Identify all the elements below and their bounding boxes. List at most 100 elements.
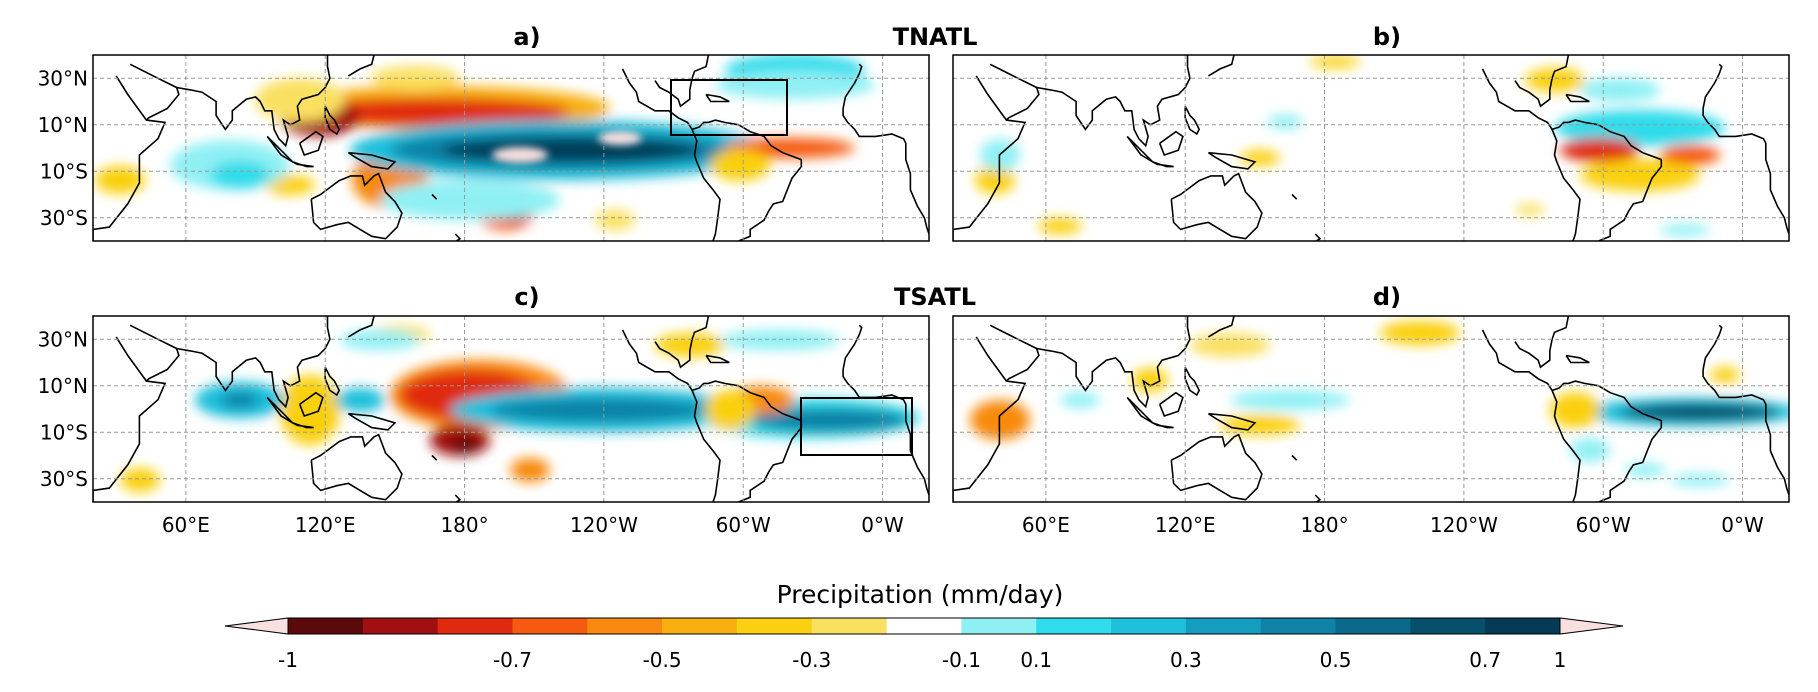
coastline — [1565, 354, 1590, 364]
colorbar-tick-label: -1 — [278, 648, 298, 672]
coastline — [1481, 68, 1663, 241]
longitude-tick-label: 180° — [1300, 513, 1348, 537]
coastline — [1551, 390, 1581, 502]
coastline — [347, 55, 375, 77]
colorbar-cell — [288, 618, 364, 634]
coastline — [292, 422, 314, 429]
coastline — [1158, 391, 1184, 418]
panel-b-coastlines — [953, 55, 1789, 241]
row-title-tsatl: TSATL — [894, 283, 976, 311]
coastline — [266, 135, 294, 163]
panel-d-coastlines — [953, 316, 1789, 502]
colorbar: Precipitation (mm/day) -1 -0.7 -0.5 -0.3 -0.… — [224, 580, 1624, 672]
panel-b-anomaly-field — [953, 55, 1789, 241]
coastline — [292, 161, 314, 168]
panel-c-anomaly-field — [93, 316, 929, 502]
coastline — [1152, 422, 1174, 429]
coastline — [621, 329, 803, 502]
coastline — [1207, 316, 1235, 338]
row-title-tnatl: TNATL — [893, 23, 978, 51]
colorbar-cell — [961, 618, 1037, 634]
coastline — [347, 316, 375, 338]
latitude-tick-label: 10°N — [38, 374, 88, 398]
coastline — [691, 129, 721, 241]
longitude-tick-label: 120°E — [1155, 513, 1216, 537]
longitude-tick-label: 60°E — [1022, 513, 1070, 537]
colorbar-tick-label: -0.1 — [942, 648, 981, 672]
coastline — [705, 93, 730, 103]
colorbar-tick-labels: -1 -0.7 -0.5 -0.3 -0.1 0.1 0.3 0.5 0.7 1 — [278, 648, 1566, 672]
colorbar-cell — [587, 618, 663, 634]
coastline — [1702, 324, 1789, 496]
coastline — [1207, 151, 1257, 170]
colorbar-tick-label: 0.1 — [1020, 648, 1052, 672]
coastline — [1314, 494, 1322, 502]
coastline — [310, 172, 403, 240]
panel-label-c: c) — [514, 283, 539, 311]
panel-c-gridlines — [93, 316, 929, 502]
coastline — [176, 55, 331, 148]
coastline — [347, 151, 397, 170]
longitude-tick-label: 60°E — [162, 513, 210, 537]
colorbar-cell — [811, 618, 888, 634]
latitude-tick-label: 30°S — [40, 467, 88, 491]
coastline — [324, 105, 341, 136]
coastline — [298, 130, 324, 157]
coastline — [1170, 433, 1263, 501]
colorbar-cell — [437, 618, 513, 634]
colorbar-tick-label: -0.7 — [493, 648, 532, 672]
colorbar-over-extension — [1559, 617, 1624, 635]
coastline — [266, 396, 294, 424]
coastline — [431, 454, 438, 461]
coastline — [1291, 454, 1298, 461]
colorbar-title: Precipitation (mm/day) — [777, 580, 1064, 609]
colorbar-cell — [1485, 618, 1561, 634]
coastline — [310, 433, 403, 501]
panel-d-map — [952, 315, 1790, 503]
colorbar-tick-label: 0.7 — [1469, 648, 1501, 672]
panel-a-gridlines — [93, 55, 929, 241]
panel-d-anomaly-field — [953, 316, 1789, 502]
coastline — [1170, 172, 1263, 240]
panel-label-d: d) — [1373, 283, 1401, 311]
colorbar-cell — [886, 618, 962, 634]
panel-b-map — [952, 54, 1790, 242]
longitude-tick-label: 60°W — [1576, 513, 1631, 537]
coastline — [1291, 193, 1298, 200]
coastline — [705, 354, 730, 364]
coastline — [953, 336, 1027, 502]
coastline — [93, 336, 167, 502]
coastline — [953, 75, 1027, 241]
latitude-tick-label: 10°S — [40, 159, 88, 183]
coastline — [691, 390, 721, 502]
longitude-tick-labels: 60°E 120°E 180° 120°W 60°W 0°W 60°E 120°E 180° 12… — [162, 513, 1764, 537]
coastline — [93, 75, 167, 241]
coastline — [1036, 316, 1191, 409]
colorbar-cell — [1036, 618, 1112, 634]
colorbar-cell — [1260, 618, 1337, 634]
latitude-tick-label: 10°N — [38, 113, 88, 137]
latitude-tick-label: 30°N — [38, 327, 88, 351]
coastline — [621, 68, 803, 241]
coastline — [1314, 233, 1322, 241]
colorbar-cell — [1185, 618, 1262, 634]
panel-a-coastlines — [93, 55, 929, 241]
coastline — [1152, 161, 1174, 168]
colorbar-cell — [736, 618, 813, 634]
coastline — [1565, 93, 1590, 103]
coastline — [1184, 105, 1201, 136]
longitude-tick-label: 180° — [440, 513, 488, 537]
coastline — [1158, 130, 1184, 157]
coastline — [454, 494, 462, 502]
colorbar-tick-label: 1 — [1554, 648, 1567, 672]
colorbar-under-extension — [224, 617, 289, 635]
colorbar-cell — [1410, 618, 1486, 634]
latitude-tick-label: 10°S — [40, 420, 88, 444]
coastline — [1702, 63, 1789, 235]
colorbar-cell — [1111, 618, 1187, 634]
coastline — [1207, 55, 1235, 77]
coastline — [454, 233, 462, 241]
colorbar-cells — [224, 617, 1624, 635]
